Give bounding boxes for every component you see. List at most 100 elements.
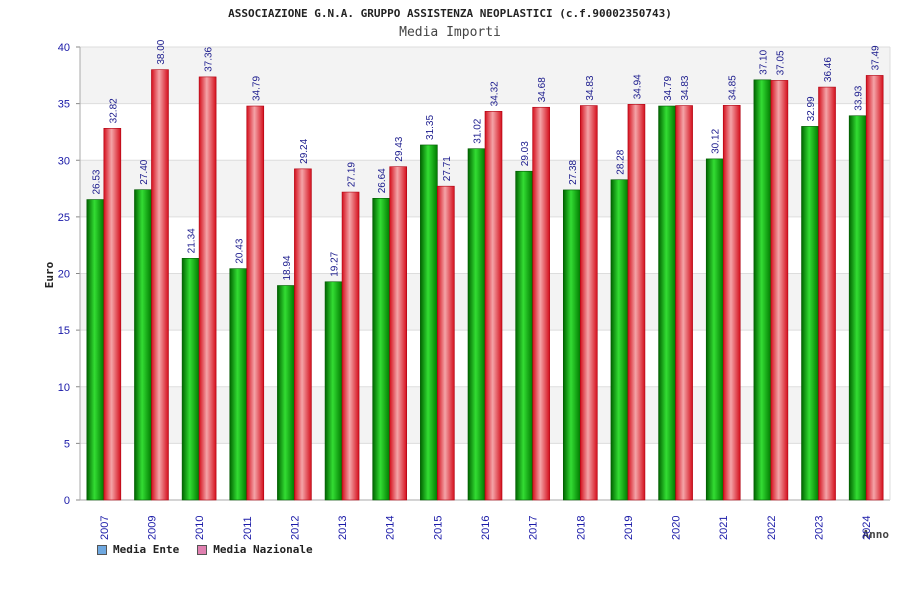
data-label: 36.46 <box>823 57 834 82</box>
bar-media-ente <box>324 281 343 501</box>
data-label: 19.27 <box>330 251 341 276</box>
bar-media-ente <box>229 268 248 501</box>
legend: Media Ente Media Nazionale <box>97 543 313 556</box>
y-tick-label: 20 <box>58 269 70 281</box>
x-tick-label: 2021 <box>718 516 730 540</box>
x-axis-title: Anno <box>863 528 890 541</box>
x-tick-label: 2012 <box>289 516 301 540</box>
bar-media-nazionale <box>627 104 646 501</box>
y-tick-label: 30 <box>58 155 70 167</box>
bar-media-nazionale <box>198 76 217 501</box>
bar-media-nazionale <box>675 105 693 501</box>
data-label: 29.43 <box>394 136 405 161</box>
x-tick-label: 2016 <box>480 516 492 540</box>
chart-subtitle: Media Importi <box>399 25 501 40</box>
bar-media-nazionale <box>341 191 360 501</box>
bar-media-ente <box>277 285 295 501</box>
bar-media-nazionale <box>151 69 169 501</box>
x-tick-label: 2015 <box>432 516 444 540</box>
bar-media-ente <box>86 199 105 501</box>
bar-media-ente <box>848 115 867 501</box>
bar-media-nazionale <box>818 86 836 501</box>
x-tick-label: 2010 <box>194 516 206 540</box>
bar-media-ente <box>515 170 533 501</box>
data-label: 34.79 <box>251 76 262 101</box>
x-tick-label: 2011 <box>242 516 254 540</box>
y-tick-label: 5 <box>64 438 70 450</box>
legend-label-media-nazionale: Media Nazionale <box>213 543 313 556</box>
x-tick-label: 2013 <box>337 516 349 540</box>
y-axis-title: Euro <box>43 261 56 288</box>
data-label: 34.85 <box>728 75 739 100</box>
bar-media-ente <box>753 79 772 501</box>
data-label: 31.35 <box>425 114 436 139</box>
data-label: 37.10 <box>758 49 769 74</box>
x-tick-label: 2007 <box>99 516 111 540</box>
data-label: 32.82 <box>108 98 119 123</box>
data-label: 34.94 <box>632 74 643 99</box>
data-label: 21.34 <box>187 228 198 253</box>
data-label: 34.83 <box>680 75 691 100</box>
bar-media-nazionale <box>103 128 122 501</box>
data-label: 31.02 <box>473 118 484 143</box>
data-label: 37.49 <box>871 45 882 70</box>
x-tick-label: 2020 <box>671 516 683 540</box>
data-label: 20.43 <box>234 238 245 263</box>
y-tick-label: 15 <box>58 325 70 337</box>
x-tick-label: 2014 <box>385 516 397 540</box>
data-label: 34.68 <box>537 77 548 102</box>
bar-media-nazionale <box>532 106 550 501</box>
bar-media-nazionale <box>770 80 789 501</box>
bar-media-ente <box>372 198 391 501</box>
data-label: 29.03 <box>520 141 531 166</box>
bar-media-nazionale <box>484 111 503 501</box>
data-label: 28.28 <box>615 149 626 174</box>
legend-swatch-media-nazionale <box>197 544 208 555</box>
data-label: 18.94 <box>282 255 293 280</box>
bar-media-nazionale <box>389 166 408 501</box>
legend-swatch-media-ente <box>97 544 107 555</box>
x-tick-label: 2022 <box>766 516 778 540</box>
bar-media-ente <box>705 158 724 501</box>
bar-media-ente <box>562 189 581 501</box>
data-label: 27.40 <box>139 159 150 184</box>
legend-label-media-ente: Media Ente <box>113 543 180 556</box>
y-tick-label: 10 <box>58 382 70 394</box>
bar-media-nazionale <box>246 105 265 501</box>
x-tick-label: 2024 <box>861 516 873 540</box>
data-label: 26.53 <box>91 169 102 194</box>
data-label: 32.99 <box>806 96 817 121</box>
bar-media-nazionale <box>722 105 741 501</box>
y-tick-label: 25 <box>58 212 70 224</box>
data-label: 29.24 <box>299 138 310 163</box>
bar-media-ente <box>134 189 152 501</box>
y-tick-label: 0 <box>64 495 70 507</box>
x-tick-label: 2023 <box>814 516 826 540</box>
data-label: 34.79 <box>663 76 674 101</box>
bar-media-ente <box>181 258 200 501</box>
y-tick-label: 40 <box>58 42 70 54</box>
bar-media-nazionale <box>579 105 598 501</box>
x-tick-label: 2019 <box>623 516 635 540</box>
bar-media-ente <box>420 144 438 501</box>
chart-title: ASSOCIAZIONE G.N.A. GRUPPO ASSISTENZA NE… <box>228 7 672 20</box>
data-label: 30.12 <box>711 128 722 153</box>
data-label: 37.36 <box>204 46 215 71</box>
data-label: 27.38 <box>568 159 579 184</box>
data-label: 26.64 <box>377 168 388 193</box>
data-label: 37.05 <box>775 50 786 75</box>
legend-item-media-ente: Media Ente <box>97 543 179 556</box>
bar-media-ente <box>658 105 676 501</box>
data-label: 33.93 <box>854 85 865 110</box>
bar-media-nazionale <box>294 168 312 501</box>
x-tick-label: 2018 <box>575 516 587 540</box>
bar-media-nazionale <box>865 75 884 501</box>
y-tick-label: 35 <box>58 99 70 111</box>
data-label: 27.19 <box>347 162 358 187</box>
data-label: 38.00 <box>156 39 167 64</box>
data-label: 27.71 <box>442 156 453 181</box>
x-tick-label: 2017 <box>528 516 540 540</box>
data-label: 34.32 <box>490 81 501 106</box>
bar-media-ente <box>801 126 819 501</box>
